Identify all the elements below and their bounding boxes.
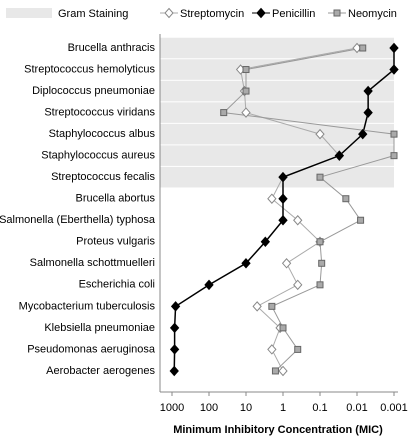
point	[169, 365, 179, 377]
point	[252, 301, 262, 312]
point	[242, 66, 250, 74]
category-label: Pseudomonas aeruginosa	[27, 343, 156, 355]
point	[316, 173, 324, 181]
point	[390, 130, 398, 138]
point	[293, 279, 303, 291]
point	[342, 195, 350, 203]
legend-label: Penicillin	[272, 8, 315, 20]
category-label: Mycobacterium tuberculosis	[19, 300, 156, 312]
category-label: Salmonella schottmuelleri	[30, 257, 155, 269]
point	[315, 128, 325, 140]
legend-swatch	[6, 8, 52, 18]
point	[242, 87, 250, 95]
point	[241, 258, 251, 269]
point	[359, 44, 367, 52]
category-label: Proteus vulgaris	[76, 236, 155, 248]
category-label: Staphylococcus albus	[49, 128, 156, 140]
category-label: Klebsiella pneumoniae	[44, 322, 155, 334]
point	[267, 193, 277, 204]
point	[357, 216, 365, 224]
gram-band	[160, 123, 394, 145]
point	[169, 322, 180, 334]
point	[278, 193, 288, 204]
point	[390, 152, 398, 160]
point	[334, 150, 345, 161]
point	[268, 302, 276, 310]
point	[363, 85, 373, 97]
point	[318, 259, 326, 267]
point	[389, 42, 399, 54]
gram-band	[160, 80, 394, 102]
point	[204, 279, 214, 291]
x-tick-label: 0.001	[380, 402, 408, 414]
x-tick-label: 10	[240, 402, 252, 414]
point	[267, 344, 277, 355]
point	[271, 367, 279, 375]
legend-label: Streptomycin	[180, 8, 244, 20]
point	[170, 301, 181, 312]
legend-label: Neomycin	[348, 8, 397, 20]
x-tick-label: 1	[280, 402, 286, 414]
x-axis-title: Minimum Inhibitory Concentration (MIC)	[173, 424, 383, 436]
category-label: Streptococcus viridans	[44, 106, 155, 118]
category-label: Escherichia coli	[79, 279, 155, 291]
point	[169, 344, 180, 355]
point	[316, 238, 324, 246]
legend-label: Gram Staining	[58, 8, 128, 20]
x-tick-label: 100	[200, 402, 218, 414]
category-label: Brucella anthracis	[68, 42, 156, 54]
category-label: Streptococcus hemolyticus	[24, 63, 155, 75]
point	[363, 107, 373, 118]
legend-marker	[333, 9, 341, 17]
point	[279, 324, 287, 332]
series-line	[173, 48, 395, 371]
point	[220, 109, 228, 117]
point	[260, 236, 271, 248]
point	[281, 258, 292, 269]
series-line	[222, 47, 395, 372]
gram-band	[160, 102, 394, 123]
x-tick-label: 0.1	[312, 402, 327, 414]
category-label: Staphylococcus aureus	[41, 150, 155, 162]
point	[358, 128, 368, 140]
category-label: Aerobacter aerogenes	[46, 365, 155, 377]
x-tick-label: 0.01	[346, 402, 367, 414]
category-label: Salmonella (Eberthella) typhosa	[0, 214, 156, 226]
point	[278, 214, 288, 226]
category-label: Diplococcus pneumoniae	[32, 85, 155, 97]
gram-band	[160, 145, 394, 166]
point	[293, 214, 303, 226]
point	[389, 64, 399, 75]
point	[241, 107, 251, 118]
category-label: Streptococcus fecalis	[51, 171, 155, 183]
point	[294, 345, 302, 353]
series-line	[240, 47, 358, 372]
legend-marker	[256, 7, 266, 19]
point	[316, 281, 324, 289]
point	[278, 171, 288, 183]
gram-band	[160, 166, 394, 188]
category-label: Brucella abortus	[76, 193, 156, 205]
legend-marker	[164, 7, 174, 19]
gram-band	[160, 59, 394, 80]
x-tick-label: 1000	[160, 402, 184, 414]
point	[278, 365, 288, 377]
